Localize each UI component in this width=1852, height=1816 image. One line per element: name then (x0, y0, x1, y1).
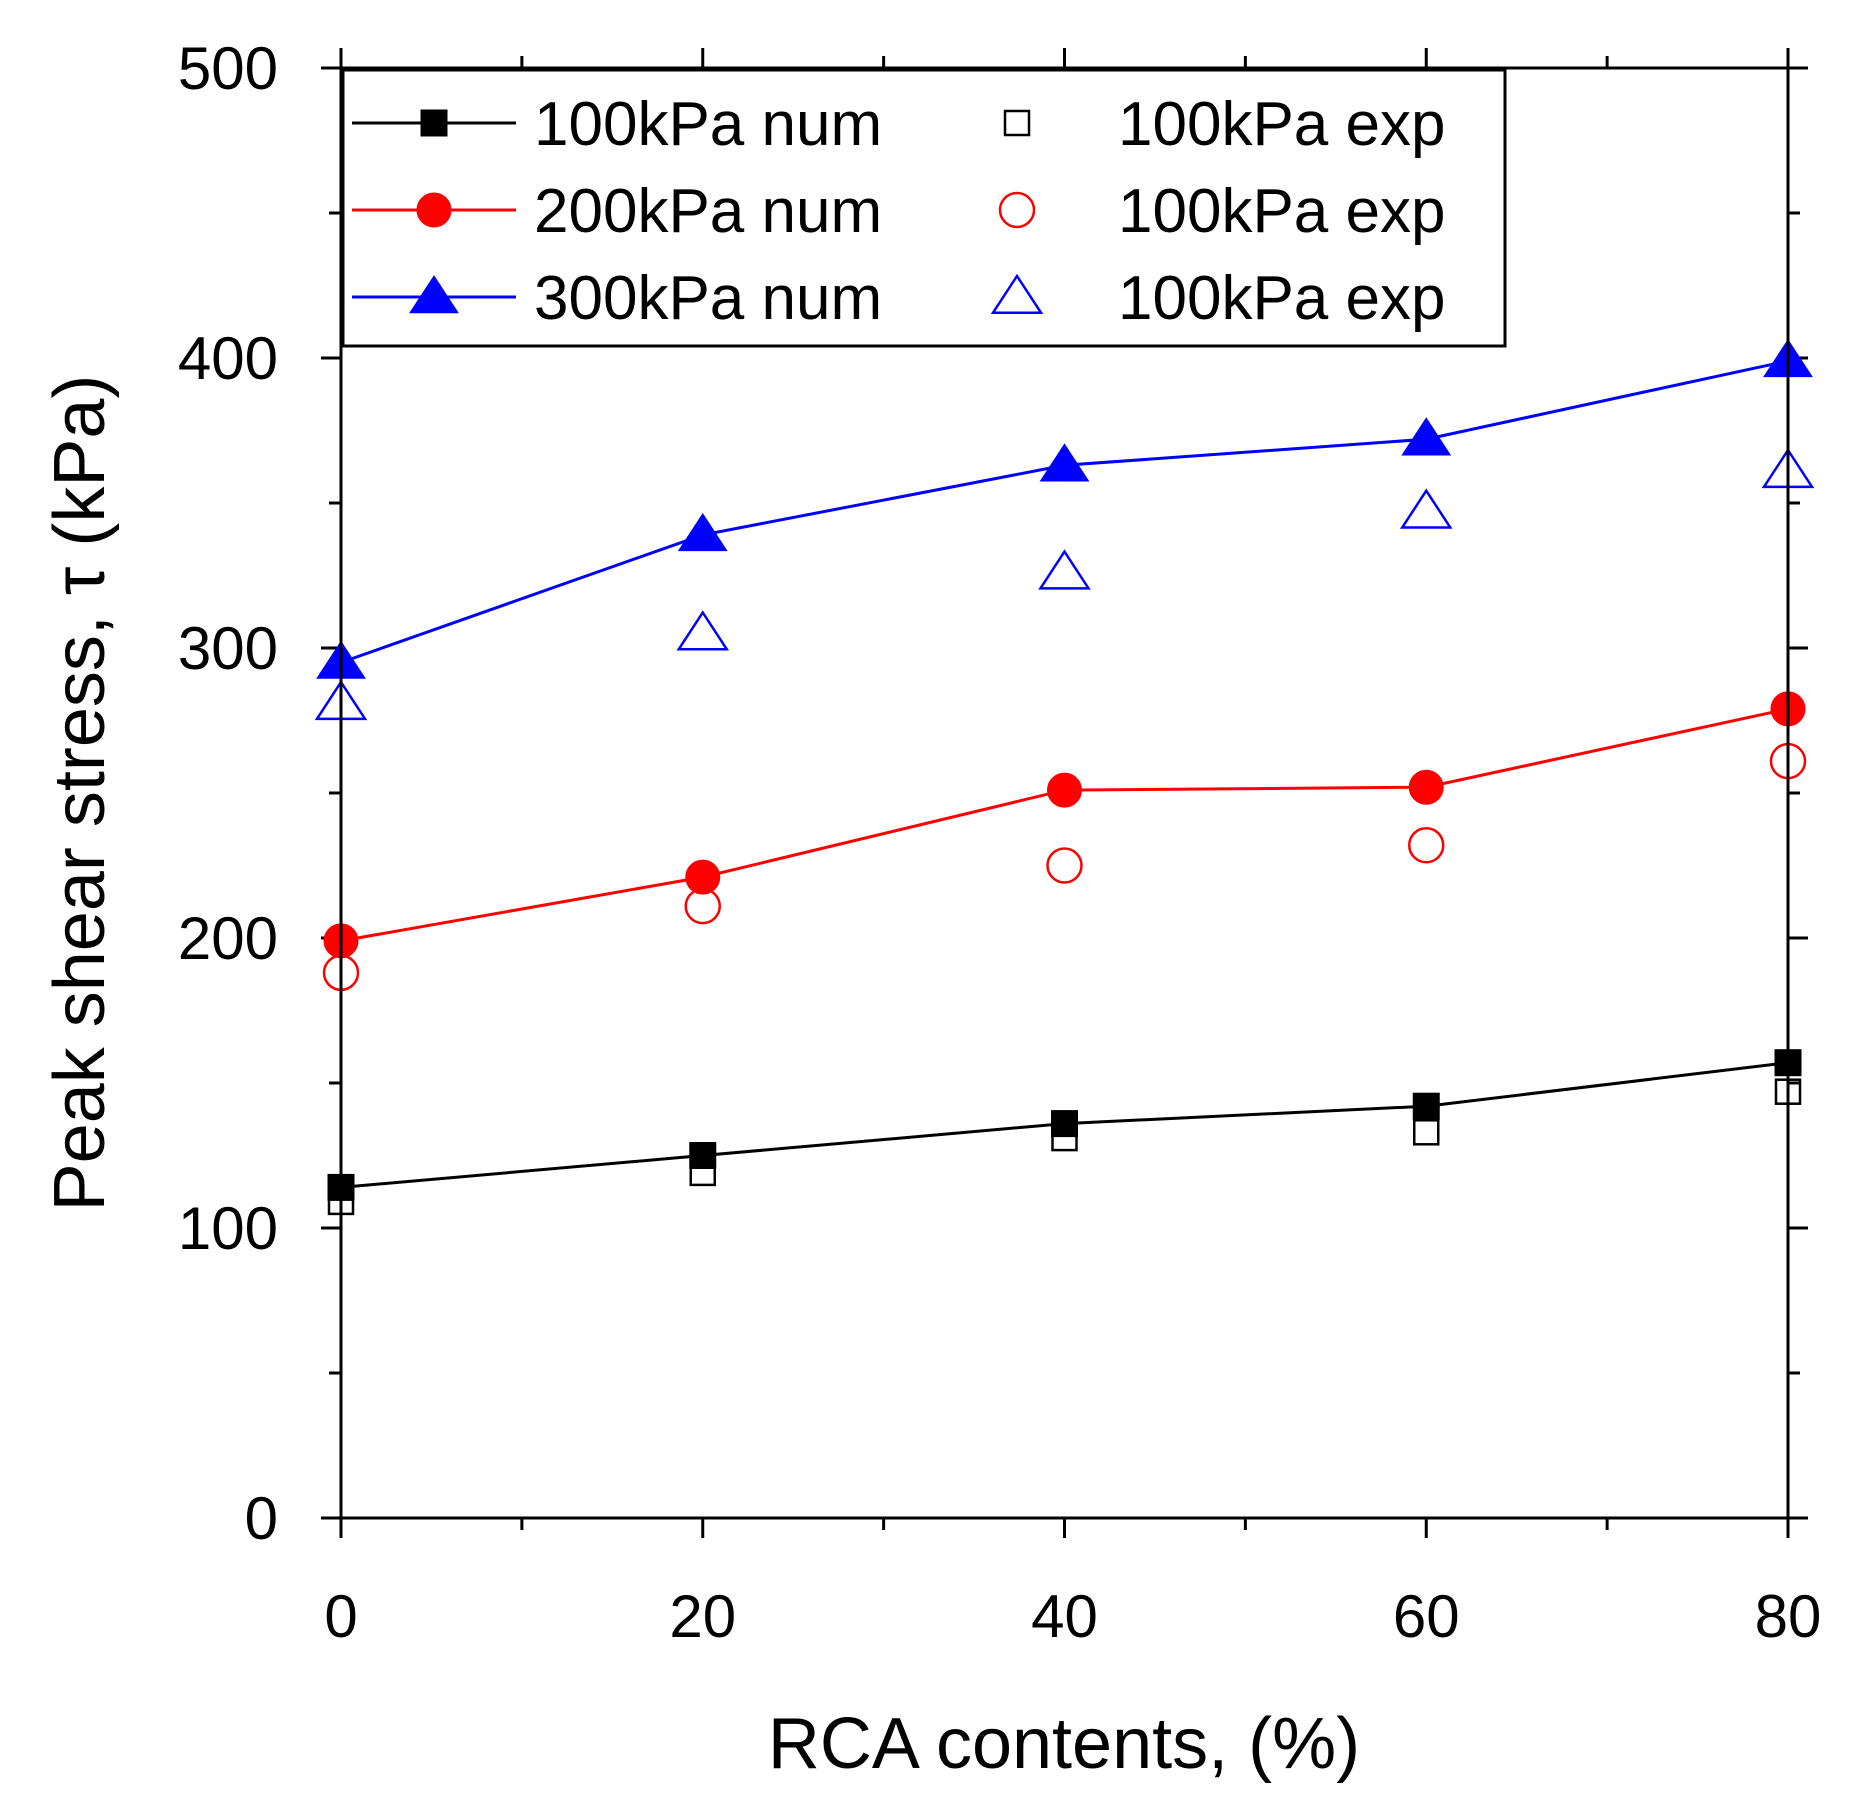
y-tick-label: 100 (178, 1195, 278, 1262)
data-point (1051, 1110, 1078, 1138)
series-1 (327, 1049, 1802, 1201)
x-tick-label: 20 (669, 1583, 736, 1650)
y-tick-label: 0 (245, 1485, 278, 1552)
data-point (1039, 443, 1090, 482)
data-point (1408, 826, 1445, 864)
data-point (1047, 772, 1082, 808)
plot-frame (339, 66, 1790, 1520)
y-tick-label: 200 (178, 905, 278, 972)
legend-label: 300kPa num (534, 264, 882, 333)
legend-label: 100kPa num (534, 90, 882, 159)
legend-marker (998, 191, 1036, 229)
y-tick-label: 300 (178, 615, 278, 682)
data-point (1399, 488, 1453, 529)
legend-label: 100kPa exp (1118, 90, 1445, 159)
legend-box (341, 68, 1507, 348)
plot-series (314, 338, 1815, 1216)
x-tick-label: 0 (324, 1583, 357, 1650)
data-point (1046, 847, 1083, 884)
data-point (685, 859, 721, 895)
x-tick-label: 60 (1393, 1583, 1460, 1650)
data-point (1408, 769, 1444, 805)
legend-marker (409, 275, 459, 314)
legend-marker (416, 192, 452, 228)
data-point (1412, 1092, 1440, 1120)
legend-label: 100kPa exp (1118, 264, 1445, 333)
y-tick-label: 500 (178, 35, 278, 102)
y-tick-label: 400 (178, 325, 278, 392)
data-point (684, 887, 721, 925)
data-point (1051, 1124, 1078, 1152)
data-point (1038, 549, 1091, 590)
y-axis-title: Peak shear stress, τ (kPa) (40, 375, 120, 1212)
legend-marker (1003, 109, 1031, 137)
data-point (677, 512, 728, 552)
data-point (1413, 1119, 1440, 1146)
tick-labels: 0 20 40 60 80 0 100 200 300 400 500 (178, 35, 1821, 1650)
series-2 (323, 691, 1806, 959)
x-tick-label: 40 (1031, 1583, 1098, 1650)
x-axis-title: RCA contents, (%) (768, 1704, 1360, 1784)
data-point (676, 610, 730, 651)
legend-label: 200kPa num (534, 177, 882, 246)
data-point (689, 1159, 716, 1187)
data-point (1401, 417, 1452, 456)
legend-marker (990, 273, 1044, 314)
data-point (689, 1142, 717, 1169)
legend-marker (420, 109, 448, 137)
axis-ticks (321, 48, 1808, 1538)
x-tick-label: 80 (1755, 1583, 1822, 1650)
legend-label: 100kPa exp (1118, 177, 1445, 246)
legend: 100kPa num 200kPa num 300kPa num 100kPa exp… (341, 68, 1507, 348)
